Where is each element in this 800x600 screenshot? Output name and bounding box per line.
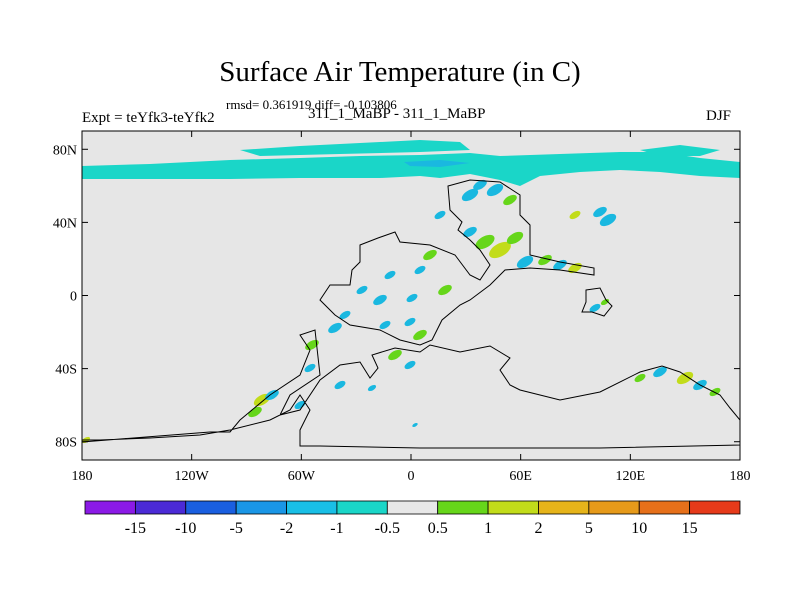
colorbar-swatch	[689, 500, 741, 515]
stats-label: rmsd= 0.361919 diff= -0.103806	[226, 97, 397, 112]
colorbar-swatch	[286, 500, 338, 515]
anomaly-patches	[81, 179, 721, 444]
colorbar-swatch	[134, 500, 187, 515]
y-tick-label: 40S	[55, 363, 77, 378]
arctic-anomaly-region	[240, 140, 470, 156]
colorbar-swatch	[437, 500, 489, 515]
x-tick-label: 60E	[509, 469, 532, 484]
arctic-anomaly-region	[640, 145, 720, 156]
x-tick-label: 120E	[616, 469, 646, 484]
colorbar-label: -0.5	[375, 520, 400, 537]
colorbar-swatch	[84, 500, 136, 515]
colorbar-swatch	[185, 500, 237, 515]
colorbar-label: -2	[280, 520, 293, 537]
colorbar-label: -10	[175, 520, 196, 537]
colorbar-label: -1	[330, 520, 343, 537]
colorbar-label: 0.5	[428, 520, 448, 537]
x-tick-label: 0	[408, 469, 415, 484]
x-tick-label: 120W	[175, 469, 210, 484]
arctic-anomaly-region	[82, 152, 740, 186]
map-panel: 80N 40N 0 40S 80S 180 120W 60W 0 60E 120E 180	[53, 130, 751, 484]
colorbar-label: 1	[484, 520, 492, 537]
colorbar-swatch	[487, 500, 539, 515]
y-tick-label: 80N	[53, 143, 77, 158]
colorbar-label: 5	[585, 520, 593, 537]
colorbar-label: 2	[534, 520, 542, 537]
colorbar-swatch	[538, 500, 590, 515]
experiment-label: Expt = teYfk3-teYfk2	[82, 110, 215, 126]
plot-title: Surface Air Temperature (in C)	[219, 56, 581, 88]
season-label: DJF	[706, 108, 732, 124]
colorbar-label: -15	[125, 520, 146, 537]
x-tick-label: 180	[72, 469, 93, 484]
arctic-strong-anomaly	[404, 160, 470, 167]
center-label: 311_1_MaBP - 311_1_MaBP	[308, 106, 486, 122]
coastline-path	[81, 179, 741, 449]
colorbar-label: 15	[682, 520, 698, 537]
colorbar-label: 10	[631, 520, 647, 537]
colorbar: -15 -10 -5 -2 -1 -0.5 0.5 1 2 5 10 15	[84, 500, 741, 537]
colorbar-label: -5	[229, 520, 242, 537]
colorbar-swatch	[336, 500, 388, 515]
x-tick-label: 180	[730, 469, 751, 484]
continent-outlines	[81, 179, 741, 449]
longitude-axis: 180 120W 60W 0 60E 120E 180	[72, 131, 751, 484]
colorbar-swatch	[588, 500, 640, 515]
colorbar-swatch	[638, 500, 691, 515]
arctic-cooling-band	[82, 140, 740, 186]
colorbar-swatch	[386, 500, 439, 515]
colorbar-swatch	[235, 500, 287, 515]
y-tick-label: 80S	[55, 436, 77, 451]
x-tick-label: 60W	[288, 469, 316, 484]
y-tick-label: 40N	[53, 216, 77, 231]
y-tick-label: 0	[70, 290, 77, 305]
latitude-axis: 80N 40N 0 40S 80S	[53, 143, 740, 451]
